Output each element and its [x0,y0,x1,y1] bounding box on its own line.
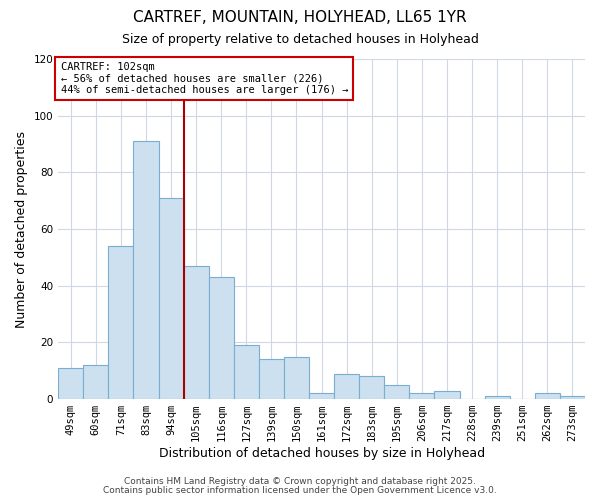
Bar [385,385,409,399]
Bar [133,141,158,399]
Bar [535,394,560,399]
Text: Contains HM Land Registry data © Crown copyright and database right 2025.: Contains HM Land Registry data © Crown c… [124,477,476,486]
Bar [560,396,585,399]
Bar [58,368,83,399]
Bar [234,345,259,399]
Bar [334,374,359,399]
X-axis label: Distribution of detached houses by size in Holyhead: Distribution of detached houses by size … [158,447,485,460]
Bar [309,394,334,399]
Bar [184,266,209,399]
Bar [409,394,434,399]
Bar [158,198,184,399]
Text: Contains public sector information licensed under the Open Government Licence v3: Contains public sector information licen… [103,486,497,495]
Bar [284,356,309,399]
Text: Size of property relative to detached houses in Holyhead: Size of property relative to detached ho… [122,32,478,46]
Bar [209,277,234,399]
Bar [83,365,109,399]
Text: CARTREF: 102sqm
← 56% of detached houses are smaller (226)
44% of semi-detached : CARTREF: 102sqm ← 56% of detached houses… [61,62,348,95]
Bar [359,376,385,399]
Y-axis label: Number of detached properties: Number of detached properties [15,130,28,328]
Bar [109,246,133,399]
Bar [434,390,460,399]
Bar [485,396,510,399]
Text: CARTREF, MOUNTAIN, HOLYHEAD, LL65 1YR: CARTREF, MOUNTAIN, HOLYHEAD, LL65 1YR [133,10,467,25]
Bar [259,360,284,399]
